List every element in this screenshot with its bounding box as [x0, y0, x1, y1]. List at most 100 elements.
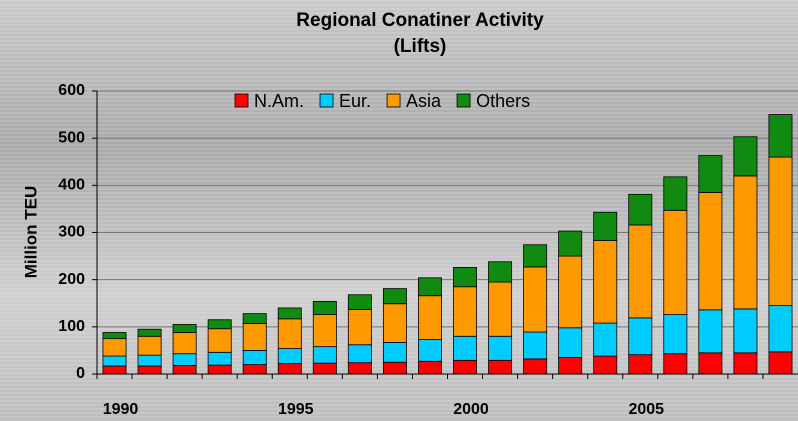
y-tick-label: 300	[58, 224, 85, 241]
bar-segment	[453, 359, 477, 375]
bar-segment	[172, 332, 197, 355]
bar-segment	[347, 362, 372, 375]
bar-segment	[733, 352, 758, 375]
bar-segment	[558, 327, 583, 358]
y-tick-label: 0	[76, 365, 85, 382]
bar-segment	[523, 331, 548, 360]
bar-segment	[242, 313, 267, 324]
bar-segment	[102, 338, 127, 357]
bar-segment	[347, 308, 372, 346]
bar-segment	[628, 193, 653, 226]
bar-segment	[628, 224, 653, 319]
bar-segment	[628, 354, 653, 375]
chart-subtitle: (Lifts)	[394, 36, 447, 57]
bar-segment	[102, 332, 127, 340]
legend-label: Others	[476, 91, 530, 111]
y-axis-label: Million TEU	[21, 186, 40, 279]
bar-segment	[593, 322, 618, 357]
bar-segment	[207, 364, 232, 375]
bar-segment	[418, 360, 442, 375]
bar-segment	[277, 363, 302, 375]
legend-label: N.Am.	[254, 91, 304, 111]
bar-segment	[207, 351, 232, 366]
x-tick-label: 1995	[278, 401, 314, 418]
bar-segment	[172, 365, 197, 375]
y-tick-label: 200	[58, 271, 85, 288]
y-tick-label: 100	[58, 318, 85, 335]
bar-segment	[418, 339, 442, 362]
bar-segment	[382, 288, 407, 305]
bar-segment	[137, 328, 162, 337]
bar-segment	[523, 358, 548, 375]
bar-segment	[523, 244, 548, 268]
bar-segment	[382, 341, 407, 363]
bar-segment	[312, 314, 337, 348]
bar-segment	[453, 286, 477, 337]
bar-segment	[663, 209, 688, 315]
bar-segment	[733, 308, 758, 354]
bar-segment	[242, 364, 267, 375]
bar-segment	[137, 365, 162, 375]
bar-segment	[172, 324, 197, 333]
bar-segment	[558, 230, 583, 257]
bar-segment	[663, 353, 688, 375]
bar-segment	[593, 240, 618, 324]
bar-segment	[347, 344, 372, 364]
bar-segment	[698, 309, 723, 354]
axes: 0 100 200 300 400 500 600 1990 1995 2000 2005	[58, 82, 798, 418]
bar-segment	[102, 365, 127, 375]
legend-label: Asia	[406, 91, 442, 111]
bar-segment	[663, 314, 688, 355]
bar-segment	[277, 348, 302, 365]
y-tick-label: 500	[58, 129, 85, 146]
bars	[102, 114, 793, 375]
bar-segment	[312, 346, 337, 364]
bar-segment	[382, 361, 407, 375]
bar-segment	[172, 353, 197, 366]
bar-segment	[242, 323, 267, 351]
legend-swatch	[386, 93, 401, 108]
x-tick-label: 2000	[453, 401, 489, 418]
bar-segment	[137, 354, 162, 367]
bar-segment	[488, 359, 513, 375]
x-tick-label: 2005	[628, 401, 664, 418]
x-tick-label: 1990	[103, 401, 139, 418]
bar-segment	[593, 355, 618, 375]
bar-segment	[347, 294, 372, 310]
legend-swatch	[319, 93, 334, 108]
bar-segment	[137, 335, 162, 356]
bar-segment	[418, 277, 442, 297]
bar-segment	[488, 335, 513, 361]
legend-swatch	[234, 93, 249, 108]
bar-segment	[558, 357, 583, 375]
bar-segment	[768, 114, 793, 158]
legend-label: Eur.	[339, 91, 371, 111]
bar-segment	[207, 328, 232, 353]
bar-segment	[733, 175, 758, 310]
bar-segment	[558, 255, 583, 329]
bar-segment	[593, 211, 618, 241]
bar-segment	[207, 319, 232, 330]
bar-segment	[312, 362, 337, 375]
bar-segment	[277, 307, 302, 320]
bar-segment	[698, 192, 723, 311]
bar-segment	[523, 266, 548, 333]
bar-segment	[663, 176, 688, 211]
y-tick-label: 400	[58, 177, 85, 194]
bar-segment	[102, 355, 127, 367]
bar-segment	[277, 318, 302, 349]
bar-segment	[768, 156, 793, 307]
bar-segment	[418, 295, 442, 340]
bar-segment	[768, 351, 793, 375]
bar-segment	[768, 305, 793, 353]
bar-segment	[698, 155, 723, 193]
bar-segment	[698, 352, 723, 375]
bar-segment	[488, 281, 513, 337]
bar-segment	[242, 350, 267, 365]
legend: N.Am. Eur. Asia Others	[234, 91, 530, 111]
bar-segment	[453, 267, 477, 288]
bar-segment	[733, 136, 758, 177]
bar-segment	[488, 261, 513, 283]
chart-title: Regional Conatiner Activity	[296, 10, 544, 31]
